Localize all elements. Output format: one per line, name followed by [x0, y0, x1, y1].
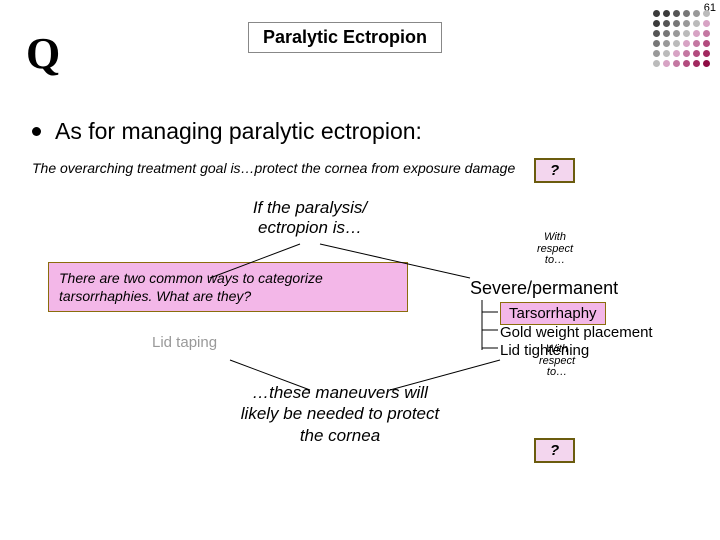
question-box-top: ? [534, 158, 575, 183]
if-paralysis-text: If the paralysis/ ectropion is… [240, 198, 380, 239]
severe-permanent-label: Severe/permanent [470, 278, 618, 299]
bullet-text: As for managing paralytic ectropion: [55, 118, 422, 145]
categorize-question-box: There are two common ways to categorize … [48, 262, 408, 312]
main-bullet: As for managing paralytic ectropion: [32, 118, 422, 145]
with-respect-to-top: With respect to… [530, 232, 580, 267]
decorative-dot-grid [653, 10, 712, 69]
bullet-dot-icon [32, 127, 41, 136]
lid-taping-ghost: Lid taping [152, 334, 217, 351]
q-label: Q [26, 28, 60, 79]
maneuvers-text: …these maneuvers will likely be needed t… [240, 382, 440, 446]
tarsorrhaphy-box: Tarsorrhaphy [500, 302, 606, 325]
question-box-bottom: ? [534, 438, 575, 463]
goal-line: The overarching treatment goal is…protec… [32, 160, 515, 176]
with-respect-to-bottom: With respect to… [532, 344, 582, 379]
gold-weight-label: Gold weight placement [500, 324, 653, 341]
title-box: Paralytic Ectropion [248, 22, 442, 53]
